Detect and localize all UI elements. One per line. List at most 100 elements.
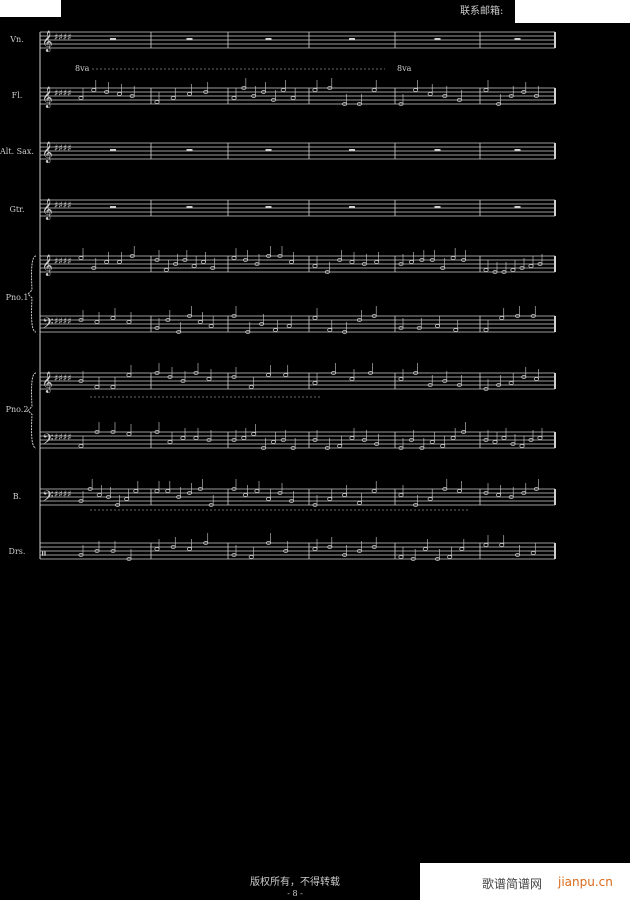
piano-brace xyxy=(27,255,37,333)
label-piano-1: Pno.1 xyxy=(5,293,29,302)
note-head xyxy=(483,328,489,332)
whole-rest xyxy=(434,206,441,208)
note-head xyxy=(327,328,333,332)
note-head xyxy=(288,260,295,264)
note-head xyxy=(186,92,193,96)
note-head xyxy=(290,96,296,100)
key-signature: ♯♯♯♯ xyxy=(54,257,71,267)
clef-icon: 𝄞 xyxy=(42,142,53,163)
note-head xyxy=(265,497,272,501)
note-head xyxy=(110,385,116,389)
clef-icon: 𝄞 xyxy=(42,255,53,276)
note-head xyxy=(327,497,333,501)
note-head xyxy=(533,377,539,381)
whole-rest xyxy=(265,38,272,40)
note-head xyxy=(483,543,489,547)
clef-icon: 𝄢 xyxy=(42,315,54,336)
whole-rest xyxy=(349,38,355,40)
note-head xyxy=(427,497,433,501)
note-head xyxy=(356,501,362,505)
note-head xyxy=(286,324,292,328)
note-head xyxy=(110,316,116,320)
note-head xyxy=(483,88,489,92)
note-head xyxy=(231,256,237,260)
whole-rest xyxy=(110,38,116,40)
label-flute: Fl. xyxy=(11,91,23,100)
note-head xyxy=(499,543,505,547)
label-drums: Drs. xyxy=(8,547,26,556)
note-head xyxy=(104,260,110,264)
note-head xyxy=(126,320,132,324)
note-head xyxy=(496,493,502,497)
note-head xyxy=(427,92,433,96)
whole-rest xyxy=(186,149,193,151)
note-head xyxy=(200,260,206,264)
clef-icon: 𝄞 xyxy=(42,372,53,393)
note-head xyxy=(312,547,318,551)
watermark-site-en: jianpu.cn xyxy=(558,875,613,889)
note-head xyxy=(349,377,355,381)
contact-email-box xyxy=(515,0,630,23)
note-head xyxy=(241,436,247,440)
key-signature: ♯♯♯♯ xyxy=(54,89,71,99)
note-head xyxy=(186,547,193,551)
note-head xyxy=(170,96,176,100)
whole-rest xyxy=(349,206,355,208)
note-head xyxy=(312,316,318,320)
whole-rest xyxy=(514,149,521,151)
note-head xyxy=(165,489,171,493)
note-head xyxy=(483,268,489,272)
whole-rest xyxy=(514,38,521,40)
label-guitar: Gtr. xyxy=(9,205,25,214)
note-head xyxy=(537,436,543,440)
note-head xyxy=(434,324,441,328)
whole-rest xyxy=(110,206,116,208)
note-head xyxy=(440,444,446,448)
note-head xyxy=(530,551,536,555)
clef-icon: 𝄥 xyxy=(42,547,46,561)
note-head xyxy=(242,493,249,497)
note-head xyxy=(180,436,186,440)
whole-rest xyxy=(265,206,272,208)
note-head xyxy=(206,377,212,381)
label-bass: B. xyxy=(12,492,22,501)
whole-rest xyxy=(110,149,116,151)
note-head xyxy=(116,260,122,264)
note-head xyxy=(248,555,254,559)
note-head xyxy=(78,444,84,448)
note-head xyxy=(126,373,132,377)
note-head xyxy=(193,436,199,440)
whole-rest xyxy=(265,149,272,151)
note-head xyxy=(283,373,289,377)
note-head xyxy=(191,264,197,268)
note-head xyxy=(422,547,428,551)
note-head xyxy=(450,256,456,260)
note-head xyxy=(492,440,498,444)
clef-icon: 𝄞 xyxy=(42,31,53,52)
ottava-start: 8va xyxy=(75,64,90,73)
note-head xyxy=(528,264,534,268)
whole-rest xyxy=(434,149,441,151)
watermark-site-cn: 歌谱简谱网 xyxy=(482,877,543,891)
note-head xyxy=(342,493,348,497)
note-head xyxy=(265,373,272,377)
note-head xyxy=(133,489,139,493)
note-head xyxy=(371,489,377,493)
label-violin: Vn. xyxy=(10,35,24,44)
note-head xyxy=(447,555,453,559)
note-head xyxy=(459,547,465,551)
note-head xyxy=(398,493,404,497)
note-head xyxy=(272,328,278,332)
label-alto-sax: Alt. Sax. xyxy=(0,147,34,156)
note-head xyxy=(167,440,173,444)
note-head xyxy=(456,489,462,493)
note-head xyxy=(499,316,505,320)
whole-rest xyxy=(186,206,193,208)
note-head xyxy=(510,268,516,272)
note-head xyxy=(501,436,507,440)
note-head xyxy=(349,260,355,264)
whole-rest xyxy=(434,38,441,40)
score-system: 𝄞 ♯♯♯♯𝄞 ♯♯♯♯𝄞 ♯♯♯♯𝄞 ♯♯♯♯𝄞 ♯♯♯♯𝄢 ♯♯♯♯𝄞 ♯♯♯♯𝄢 ♯♯♯♯… xyxy=(27,31,556,561)
piano-brace xyxy=(27,372,37,449)
top-left-mask xyxy=(0,0,61,17)
